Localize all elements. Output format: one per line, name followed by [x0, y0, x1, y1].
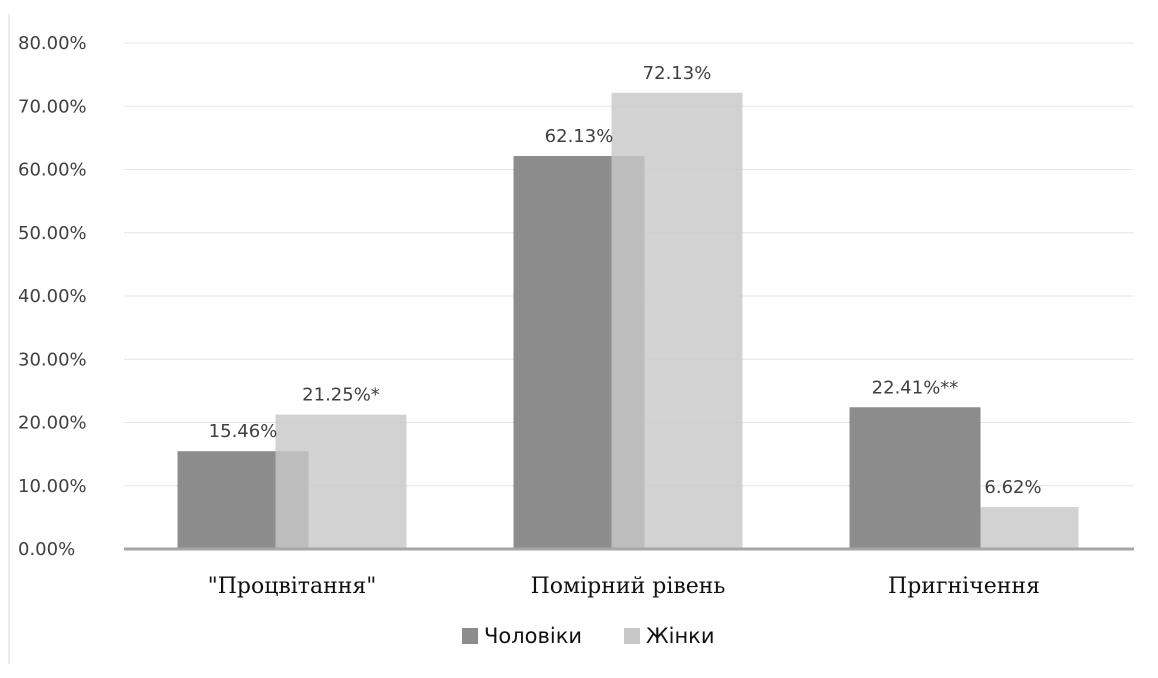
legend-swatch-men [462, 628, 478, 644]
data-label-men: 22.41%** [872, 377, 959, 398]
category-labels: "Процвітання" Помірний рівень Пригнічення [208, 574, 1040, 599]
category-label: Помірний рівень [531, 574, 726, 599]
data-label-women: 6.62% [984, 477, 1041, 498]
y-tick-label: 80.00% [18, 33, 87, 54]
y-axis-ticks: 0.00% 10.00% 20.00% 30.00% 40.00% 50.00% 60.00… [18, 33, 87, 560]
category-label: Пригнічення [888, 574, 1040, 599]
bar-women [275, 414, 407, 549]
y-tick-label: 60.00% [18, 160, 87, 181]
y-tick-label: 10.00% [18, 476, 87, 497]
data-label-women: 21.25%* [302, 385, 380, 406]
data-labels: 15.46% 21.25%* 62.13% 72.13% 6.62% 22.41%** [209, 63, 1042, 498]
y-tick-label: 40.00% [18, 286, 87, 307]
data-label-men: 15.46% [209, 421, 278, 442]
y-tick-label: 30.00% [18, 349, 87, 370]
data-label-men: 62.13% [545, 126, 614, 147]
legend-swatch-women [624, 628, 640, 644]
y-tick-label: 20.00% [18, 413, 87, 434]
legend-label-women: Жінки [646, 624, 715, 648]
data-label-women: 72.13% [643, 63, 712, 84]
y-tick-label: 0.00% [18, 539, 75, 560]
bar-men [849, 407, 981, 549]
category-label: "Процвітання" [208, 574, 377, 599]
bars [177, 92, 1079, 550]
legend-label-men: Чоловіки [484, 624, 582, 648]
bar-women [611, 92, 743, 550]
y-tick-label: 70.00% [18, 96, 87, 117]
legend: Чоловіки Жінки [462, 624, 715, 648]
y-tick-label: 50.00% [18, 223, 87, 244]
